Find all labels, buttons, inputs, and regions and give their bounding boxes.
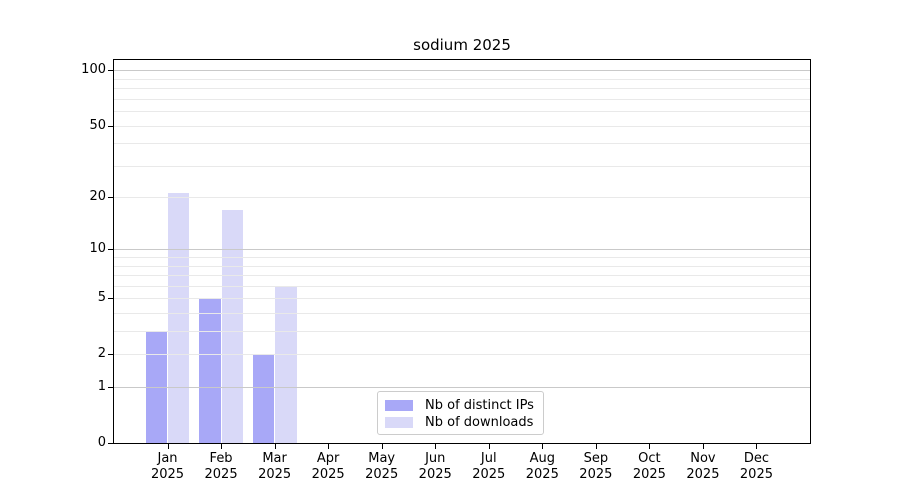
minor-gridline: [114, 285, 810, 287]
x-tick-month: Jan: [157, 451, 178, 466]
legend-item-downloads: Nb of downloads: [385, 414, 543, 431]
minor-gridline: [114, 78, 810, 80]
legend-swatch-distinct-ips-icon: [385, 400, 413, 411]
x-tick-mark: [435, 444, 437, 449]
x-tick-month: Aug: [529, 451, 555, 466]
x-tick-month: Mar: [262, 451, 287, 466]
x-tick-month: Oct: [638, 451, 661, 466]
x-tick-year: 2025: [418, 467, 452, 482]
x-tick-month: Sep: [583, 451, 609, 466]
major-gridline: [114, 70, 810, 72]
minor-gridline: [114, 257, 810, 259]
legend: Nb of distinct IPs Nb of downloads: [377, 391, 544, 435]
x-tick-label-feb: Feb 2025: [189, 451, 253, 483]
x-tick-label-jan: Jan 2025: [136, 451, 200, 483]
x-tick-year: 2025: [632, 467, 666, 482]
x-tick-mark: [167, 444, 169, 449]
legend-label-downloads: Nb of downloads: [425, 415, 534, 430]
minor-gridline: [114, 354, 810, 356]
legend-item-distinct-ips: Nb of distinct IPs: [385, 397, 543, 414]
y-tick-label-1: 1: [97, 379, 106, 395]
x-tick-month: Dec: [743, 451, 770, 466]
x-tick-year: 2025: [311, 467, 345, 482]
minor-gridline: [114, 298, 810, 300]
x-tick-year: 2025: [686, 467, 720, 482]
minor-gridline: [114, 331, 810, 333]
y-tick-label-100: 100: [81, 62, 106, 78]
x-tick-label-jul: Jul 2025: [457, 451, 521, 483]
minor-gridline: [114, 197, 810, 199]
legend-label-distinct-ips: Nb of distinct IPs: [425, 398, 534, 413]
minor-gridline: [114, 313, 810, 315]
x-tick-label-mar: Mar 2025: [243, 451, 307, 483]
minor-gridline: [114, 143, 810, 145]
minor-gridline: [114, 111, 810, 113]
x-tick-label-jun: Jun 2025: [403, 451, 467, 483]
x-tick-year: 2025: [525, 467, 559, 482]
bar-nb-of-downloads-feb: [221, 209, 243, 443]
x-tick-year: 2025: [204, 467, 238, 482]
x-tick-label-aug: Aug 2025: [510, 451, 574, 483]
minor-gridline: [114, 265, 810, 267]
x-tick-year: 2025: [258, 467, 292, 482]
bar-nb-of-downloads-jan: [168, 193, 190, 443]
x-tick-month: May: [368, 451, 396, 466]
y-tick-label-2: 2: [97, 346, 106, 362]
x-tick-mark: [595, 444, 597, 449]
y-tick-label-5: 5: [97, 290, 106, 306]
x-tick-label-apr: Apr 2025: [296, 451, 360, 483]
minor-gridline: [114, 275, 810, 277]
x-tick-label-sep: Sep 2025: [564, 451, 628, 483]
y-tick-label-20: 20: [89, 189, 106, 205]
x-tick-label-nov: Nov 2025: [671, 451, 735, 483]
x-tick-month: Nov: [690, 451, 716, 466]
x-tick-mark: [381, 444, 383, 449]
x-tick-mark: [328, 444, 330, 449]
x-tick-label-oct: Oct 2025: [617, 451, 681, 483]
minor-gridline: [114, 98, 810, 100]
bar-nb-of-distinct-ips-mar: [252, 354, 275, 443]
bar-nb-of-downloads-mar: [275, 285, 297, 443]
x-tick-label-dec: Dec 2025: [724, 451, 788, 483]
x-tick-month: Jun: [425, 451, 446, 466]
plot-area: [113, 59, 811, 444]
minor-gridline: [114, 165, 810, 167]
minor-gridline: [114, 88, 810, 90]
x-tick-month: Jul: [480, 451, 497, 466]
x-tick-mark: [649, 444, 651, 449]
chart-title: sodium 2025: [413, 36, 511, 54]
x-tick-label-may: May 2025: [350, 451, 414, 483]
x-tick-year: 2025: [150, 467, 185, 482]
y-tick-label-50: 50: [89, 117, 106, 133]
x-tick-year: 2025: [472, 467, 506, 482]
y-tick-label-0: 0: [97, 435, 106, 450]
y-tick-label-10: 10: [89, 241, 106, 257]
x-tick-year: 2025: [579, 467, 613, 482]
legend-swatch-downloads-icon: [385, 417, 413, 428]
x-tick-month: Apr: [316, 451, 340, 466]
x-tick-mark: [488, 444, 490, 449]
x-tick-month: Feb: [209, 451, 233, 466]
x-tick-mark: [542, 444, 544, 449]
x-tick-mark: [221, 444, 223, 449]
x-tick-mark: [702, 444, 704, 449]
x-tick-year: 2025: [739, 467, 773, 482]
bar-nb-of-distinct-ips-jan: [145, 331, 168, 443]
x-tick-year: 2025: [365, 467, 399, 482]
major-gridline: [114, 387, 810, 389]
bar-nb-of-distinct-ips-feb: [199, 298, 221, 443]
minor-gridline: [114, 125, 810, 127]
x-tick-mark: [756, 444, 758, 449]
major-gridline: [114, 249, 810, 251]
x-tick-mark: [274, 444, 276, 449]
